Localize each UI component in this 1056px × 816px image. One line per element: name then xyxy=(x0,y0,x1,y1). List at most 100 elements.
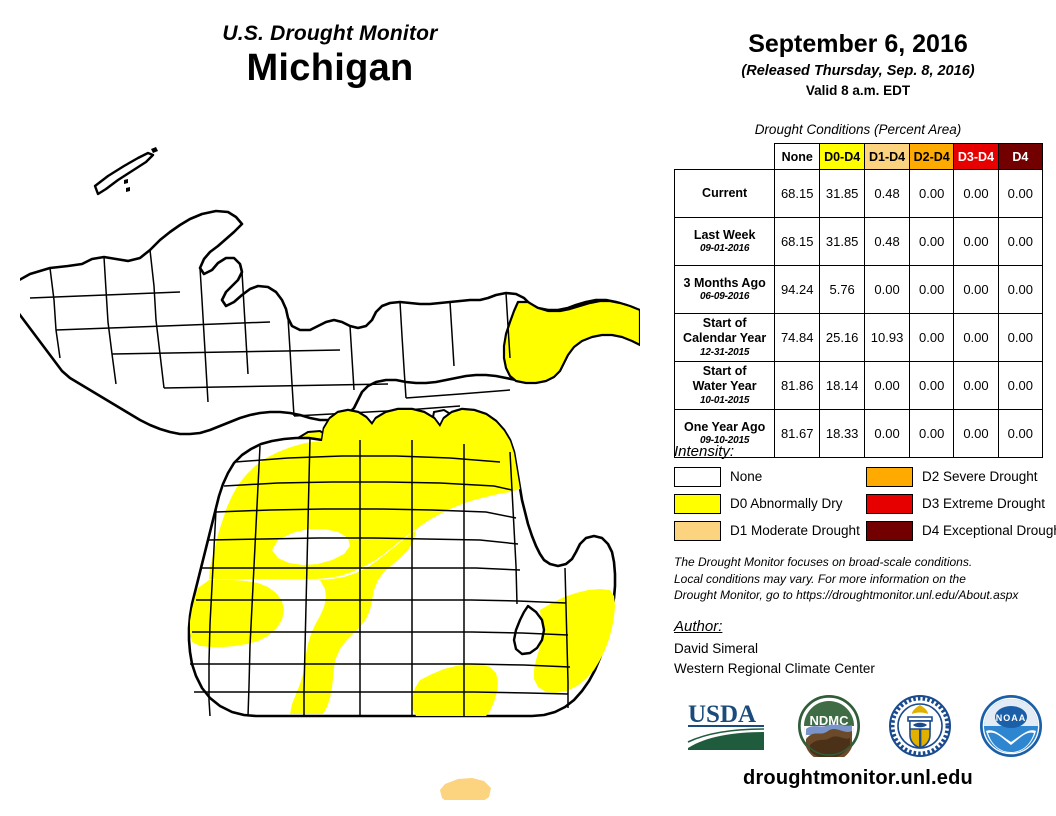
table-col-header-none: None xyxy=(774,143,821,170)
legend-column-left: None D0 Abnormally Dry D1 Moderate Drought xyxy=(674,466,862,541)
row-label: Current xyxy=(673,169,776,218)
date-block: September 6, 2016 (Released Thursday, Se… xyxy=(660,30,1056,98)
michigan-drought-map[interactable] xyxy=(20,140,640,800)
legend-swatch xyxy=(674,493,721,514)
up-d0-region xyxy=(502,299,640,385)
table-col-header-d3-d4: D3-D4 xyxy=(953,143,999,170)
disclaimer-text: The Drought Monitor focuses on broad-sca… xyxy=(674,554,1054,604)
row-date: 10-01-2015 xyxy=(700,394,750,406)
legend-swatch xyxy=(866,493,913,514)
release-date: (Released Thursday, Sep. 8, 2016) xyxy=(741,62,975,79)
table-body: Current 68.15 31.85 0.48 0.00 0.00 0.00 Last We… xyxy=(673,169,1044,458)
table-cell: 0.00 xyxy=(909,217,955,266)
author-name: David Simeral xyxy=(674,641,759,656)
table-cell: 0.00 xyxy=(953,217,999,266)
ndmc-logo: NDMC xyxy=(797,694,860,762)
legend-item: D4 Exceptional Drought xyxy=(866,520,1056,541)
svg-text:NOAA: NOAA xyxy=(995,713,1026,723)
table-row: 3 Months Ago 06-09-2016 94.24 5.76 0.00 0.00 0… xyxy=(673,265,1044,314)
disclaimer-line-2: Local conditions may vary. For more info… xyxy=(674,571,966,586)
table-caption: Drought Conditions (Percent Area) xyxy=(754,122,962,137)
row-date: 12-31-2015 xyxy=(700,346,750,358)
table-row: One Year Ago 09-10-2015 81.67 18.33 0.00 0.00… xyxy=(673,409,1044,458)
legend-swatch xyxy=(674,466,721,487)
legend-column-right: D2 Severe Drought D3 Extreme Drought D4 Ex… xyxy=(866,466,1056,541)
table-cell: 5.76 xyxy=(819,265,866,314)
lp-southcentral-d0 xyxy=(412,664,498,716)
table-row: Start of Calendar Year 12-31-2015 74.84 25.1… xyxy=(673,313,1044,362)
table-cell: 0.00 xyxy=(953,313,999,362)
table-cell: 0.00 xyxy=(997,169,1044,218)
site-url[interactable]: droughtmonitor.unl.edu xyxy=(743,767,973,789)
program-title: U.S. Drought Monitor xyxy=(222,22,438,45)
legend-item: D2 Severe Drought xyxy=(866,466,1056,487)
table-cell: 0.48 xyxy=(864,217,911,266)
table-col-header-d0-d4: D0-D4 xyxy=(819,143,866,170)
legend-item: D0 Abnormally Dry xyxy=(674,493,862,514)
table-cell: 81.67 xyxy=(774,409,821,458)
table-cell: 74.84 xyxy=(774,313,821,362)
table-cell: 25.16 xyxy=(819,313,866,362)
row-date: 09-10-2015 xyxy=(700,435,750,447)
legend-swatch xyxy=(866,520,913,541)
legend-label: D0 Abnormally Dry xyxy=(730,495,843,511)
intensity-heading: Intensity: xyxy=(674,443,735,460)
upper-peninsula xyxy=(20,209,640,436)
row-label: Start of Calendar Year 12-31-2015 xyxy=(673,313,776,362)
table-cell: 0.00 xyxy=(909,409,955,458)
state-title: Michigan xyxy=(246,47,414,90)
table-cell: 0.00 xyxy=(909,361,955,410)
noaa-logo: NOAA xyxy=(979,694,1042,762)
table-row: Current 68.15 31.85 0.48 0.00 0.00 0.00 xyxy=(673,169,1044,218)
legend-label: D4 Exceptional Drought xyxy=(922,522,1056,538)
legend-swatch xyxy=(866,466,913,487)
table-col-header-d2-d4: D2-D4 xyxy=(909,143,955,170)
map-panel: U.S. Drought Monitor Michigan xyxy=(0,22,660,800)
disclaimer-line-3: Drought Monitor, go to https://droughtmo… xyxy=(674,588,1019,603)
table-cell: 0.00 xyxy=(864,361,911,410)
svg-text:NDMC: NDMC xyxy=(809,713,849,728)
table-cell: 0.00 xyxy=(864,265,911,314)
row-label: Last Week 09-01-2016 xyxy=(673,217,776,266)
table-cell: 0.00 xyxy=(953,265,999,314)
author-heading: Author: xyxy=(674,618,723,635)
saginaw-bay xyxy=(512,604,546,656)
usda-logo: USDA xyxy=(685,698,769,759)
row-label: One Year Ago 09-10-2015 xyxy=(673,409,776,458)
intensity-legend: Intensity: None D0 Abnormally Dry D1 Moder… xyxy=(674,443,1056,541)
table-cell: 10.93 xyxy=(864,313,911,362)
svg-text:USDA: USDA xyxy=(688,701,756,728)
table-corner-cell xyxy=(675,144,775,170)
table-col-header-d4: D4 xyxy=(997,143,1044,170)
table-cell: 68.15 xyxy=(774,217,821,266)
legend-swatch xyxy=(674,520,721,541)
legend-label: D1 Moderate Drought xyxy=(730,522,860,538)
row-label: Start of Water Year 10-01-2015 xyxy=(673,361,776,410)
table-cell: 0.00 xyxy=(997,361,1044,410)
table-cell: 81.86 xyxy=(774,361,821,410)
drought-conditions-table: None D0-D4 D1-D4 D2-D4 D3-D4 D4 Current 68.15 3… xyxy=(673,143,1044,458)
table-cell: 0.00 xyxy=(953,169,999,218)
row-label: 3 Months Ago 06-09-2016 xyxy=(673,265,776,314)
disclaimer-line-1: The Drought Monitor focuses on broad-sca… xyxy=(674,555,973,569)
legend-item: None xyxy=(674,466,862,487)
info-panel: September 6, 2016 (Released Thursday, Se… xyxy=(660,0,1056,816)
lp-central-d0-band xyxy=(290,530,416,714)
table-cell: 31.85 xyxy=(819,217,866,266)
lp-west-d0 xyxy=(190,580,284,647)
title-block: U.S. Drought Monitor Michigan xyxy=(0,22,660,89)
lower-peninsula xyxy=(187,407,617,800)
table-cell: 18.14 xyxy=(819,361,866,410)
table-cell: 31.85 xyxy=(819,169,866,218)
table-cell: 0.00 xyxy=(909,313,955,362)
table-cell: 0.00 xyxy=(997,313,1044,362)
valid-time: Valid 8 a.m. EDT xyxy=(805,82,911,98)
row-date: 06-09-2016 xyxy=(700,291,750,303)
table-row: Last Week 09-01-2016 68.15 31.85 0.48 0.00 0.0… xyxy=(673,217,1044,266)
table-cell: 0.00 xyxy=(953,361,999,410)
author-affiliation: Western Regional Climate Center xyxy=(674,660,875,676)
table-header-row: None D0-D4 D1-D4 D2-D4 D3-D4 D4 xyxy=(675,143,1044,170)
table-cell: 0.00 xyxy=(909,169,955,218)
table-cell: 0.00 xyxy=(909,265,955,314)
table-row: Start of Water Year 10-01-2015 81.86 18.14 0.… xyxy=(673,361,1044,410)
